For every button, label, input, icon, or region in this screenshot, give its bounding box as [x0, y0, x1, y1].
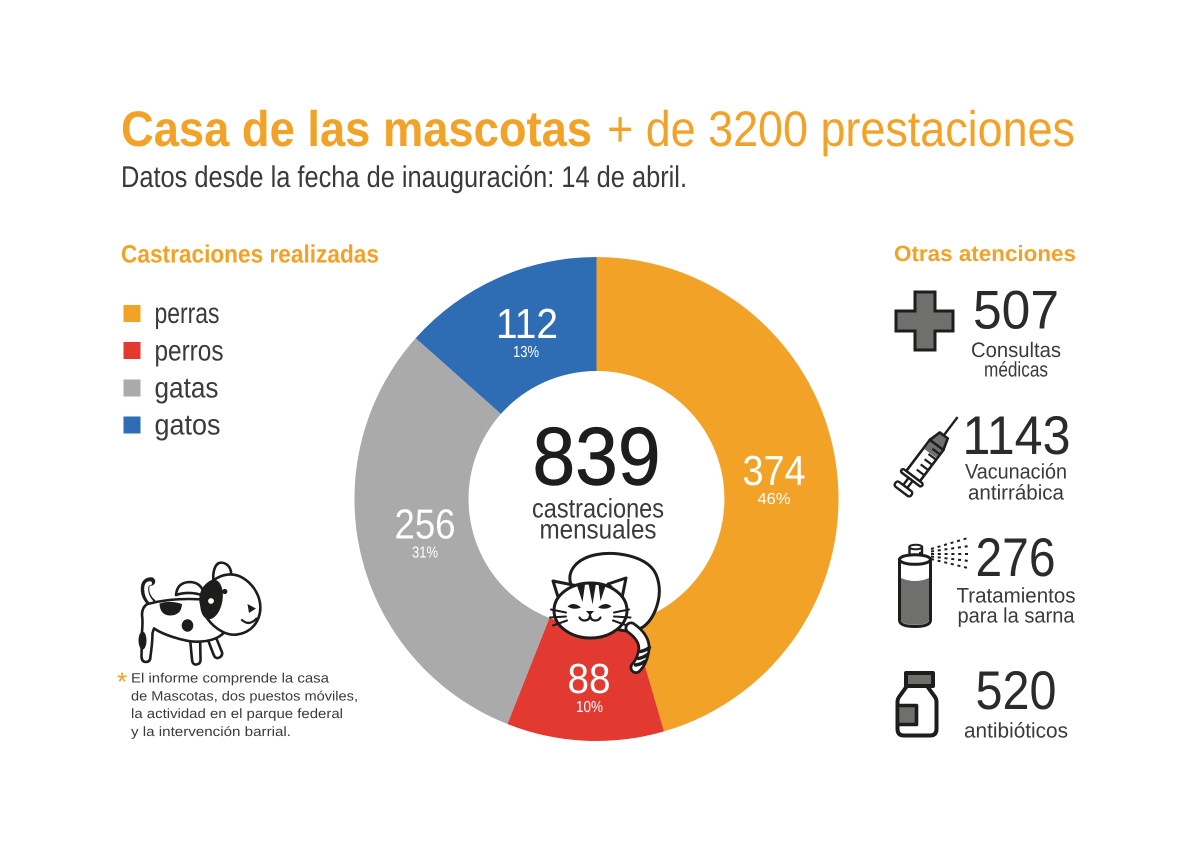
svg-text:+ de 3200 prestaciones: + de 3200 prestaciones	[607, 101, 1075, 157]
svg-text:médicas: médicas	[984, 359, 1048, 382]
svg-text:Castraciones realizadas: Castraciones realizadas	[121, 241, 379, 269]
svg-text:gatos: gatos	[155, 410, 221, 442]
svg-text:Datos desde la fecha de inaugu: Datos desde la fecha de inauguración: 14…	[121, 161, 687, 194]
svg-text:Casa de las mascotas: Casa de las mascotas	[121, 101, 592, 157]
svg-text:276: 276	[976, 527, 1056, 588]
svg-text:Tratamientos: Tratamientos	[957, 585, 1076, 608]
svg-text:112: 112	[496, 300, 558, 347]
svg-text:31%: 31%	[412, 545, 438, 562]
svg-text:*: *	[117, 667, 127, 697]
svg-text:88: 88	[568, 655, 611, 702]
svg-text:la actividad en el parque fede: la actividad en el parque federal	[131, 706, 343, 721]
svg-text:520: 520	[976, 660, 1057, 721]
svg-text:mensuales: mensuales	[540, 515, 657, 545]
svg-text:Vacunación: Vacunación	[965, 461, 1067, 484]
svg-text:Consultas: Consultas	[971, 339, 1061, 362]
svg-text:1143: 1143	[963, 405, 1071, 466]
svg-text:13%: 13%	[513, 344, 539, 361]
svg-text:antirrábica: antirrábica	[968, 482, 1064, 505]
svg-text:El informe comprende la casa: El informe comprende la casa	[131, 671, 330, 686]
svg-text:gatas: gatas	[155, 373, 219, 405]
svg-text:374: 374	[743, 447, 806, 494]
svg-text:de Mascotas, dos puestos móvil: de Mascotas, dos puestos móviles,	[131, 688, 358, 703]
svg-text:perras: perras	[155, 298, 220, 330]
svg-text:Otras atenciones: Otras atenciones	[894, 241, 1076, 266]
svg-text:507: 507	[973, 280, 1059, 341]
svg-text:256: 256	[395, 501, 456, 548]
svg-text:antibióticos: antibióticos	[964, 720, 1068, 743]
svg-text:y la intervención barrial.: y la intervención barrial.	[131, 724, 291, 739]
svg-text:perros: perros	[155, 336, 224, 368]
svg-text:46%: 46%	[758, 491, 791, 508]
svg-text:castraciones: castraciones	[532, 494, 664, 524]
svg-text:para la sarna: para la sarna	[958, 605, 1075, 628]
svg-text:839: 839	[533, 412, 661, 503]
svg-text:10%: 10%	[576, 699, 603, 716]
